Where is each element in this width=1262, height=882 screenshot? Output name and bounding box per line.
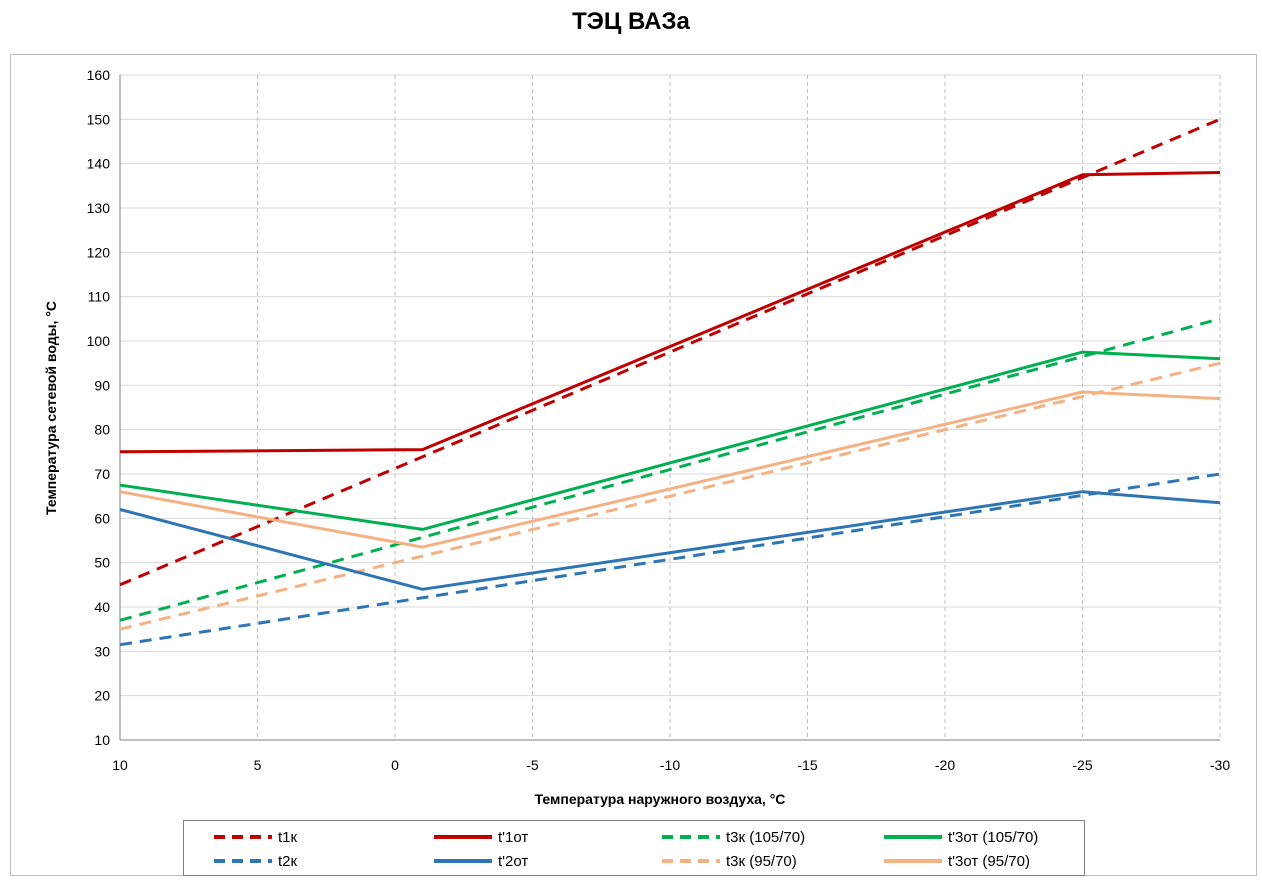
legend-label: t'3от (105/70) (948, 828, 1039, 846)
series-line-4 (119, 472, 1221, 647)
y-tick-label: 80 (94, 422, 110, 438)
y-tick-label: 90 (94, 377, 110, 393)
x-tick-label: -15 (797, 757, 817, 773)
y-tick-label: 50 (94, 555, 110, 571)
y-tick-label: 140 (87, 156, 111, 172)
series-line-2 (119, 317, 1221, 622)
legend-item: t3к (105/70) (662, 826, 805, 848)
legend-swatch (884, 859, 942, 863)
legend-swatch (884, 835, 942, 839)
legend-label: t'1от (498, 828, 529, 846)
x-tick-label: 10 (112, 757, 128, 773)
x-tick-label: -20 (935, 757, 955, 773)
legend-item: t'2от (434, 850, 528, 872)
legend-item: t1к (214, 826, 297, 848)
chart-title: ТЭЦ ВАЗа (572, 8, 690, 35)
legend-label: t'3от (95/70) (948, 852, 1030, 870)
legend-swatch (214, 859, 272, 863)
x-axis-label: Температура наружного воздуха, °С (535, 791, 786, 807)
x-tick-label: -25 (1072, 757, 1092, 773)
grid-lines (119, 74, 1221, 741)
y-tick-label: 40 (94, 599, 110, 615)
legend-label: t1к (278, 828, 298, 846)
legend-item: t'3от (95/70) (884, 850, 1030, 872)
legend-label: t3к (95/70) (726, 852, 797, 870)
legend-swatch (434, 859, 492, 863)
x-tick-label: 5 (254, 757, 262, 773)
x-tick-label: -10 (660, 757, 680, 773)
series-line-3 (119, 350, 1221, 531)
legend-swatch (662, 859, 720, 863)
y-tick-label: 100 (87, 333, 111, 349)
y-tick-label: 60 (94, 510, 110, 526)
legend-item: t2к (214, 850, 297, 872)
y-tick-label: 160 (87, 67, 111, 83)
legend-swatch (662, 835, 720, 839)
series-lines (119, 117, 1221, 647)
y-tick-label: 20 (94, 688, 110, 704)
legend-item: t3к (95/70) (662, 850, 797, 872)
tick-labels: 1020304050607080901001101201301401501601… (87, 67, 1231, 773)
y-tick-label: 130 (87, 200, 111, 216)
y-tick-label: 10 (94, 732, 110, 748)
x-tick-label: 0 (391, 757, 399, 773)
x-tick-label: -5 (526, 757, 539, 773)
y-axis-label: Температура сетевой воды, °С (43, 301, 59, 515)
legend-item: t'3от (105/70) (884, 826, 1038, 848)
legend-label: t'2от (498, 852, 529, 870)
y-tick-label: 120 (87, 244, 111, 260)
y-tick-label: 30 (94, 643, 110, 659)
legend-label: t3к (105/70) (726, 828, 806, 846)
legend-swatch (434, 835, 492, 839)
legend-item: t'1от (434, 826, 528, 848)
y-tick-label: 70 (94, 466, 110, 482)
x-tick-label: -30 (1210, 757, 1230, 773)
series-line-1 (119, 171, 1221, 454)
series-line-7 (119, 390, 1221, 549)
legend: t1к t'1от t3к (105/70) t'3от (105/70) t2к t'2… (183, 820, 1085, 876)
y-tick-label: 150 (87, 111, 111, 127)
series-line-5 (119, 490, 1221, 591)
legend-swatch (214, 835, 272, 839)
series-line-6 (119, 361, 1221, 631)
y-tick-label: 110 (88, 289, 111, 305)
legend-label: t2к (278, 852, 298, 870)
